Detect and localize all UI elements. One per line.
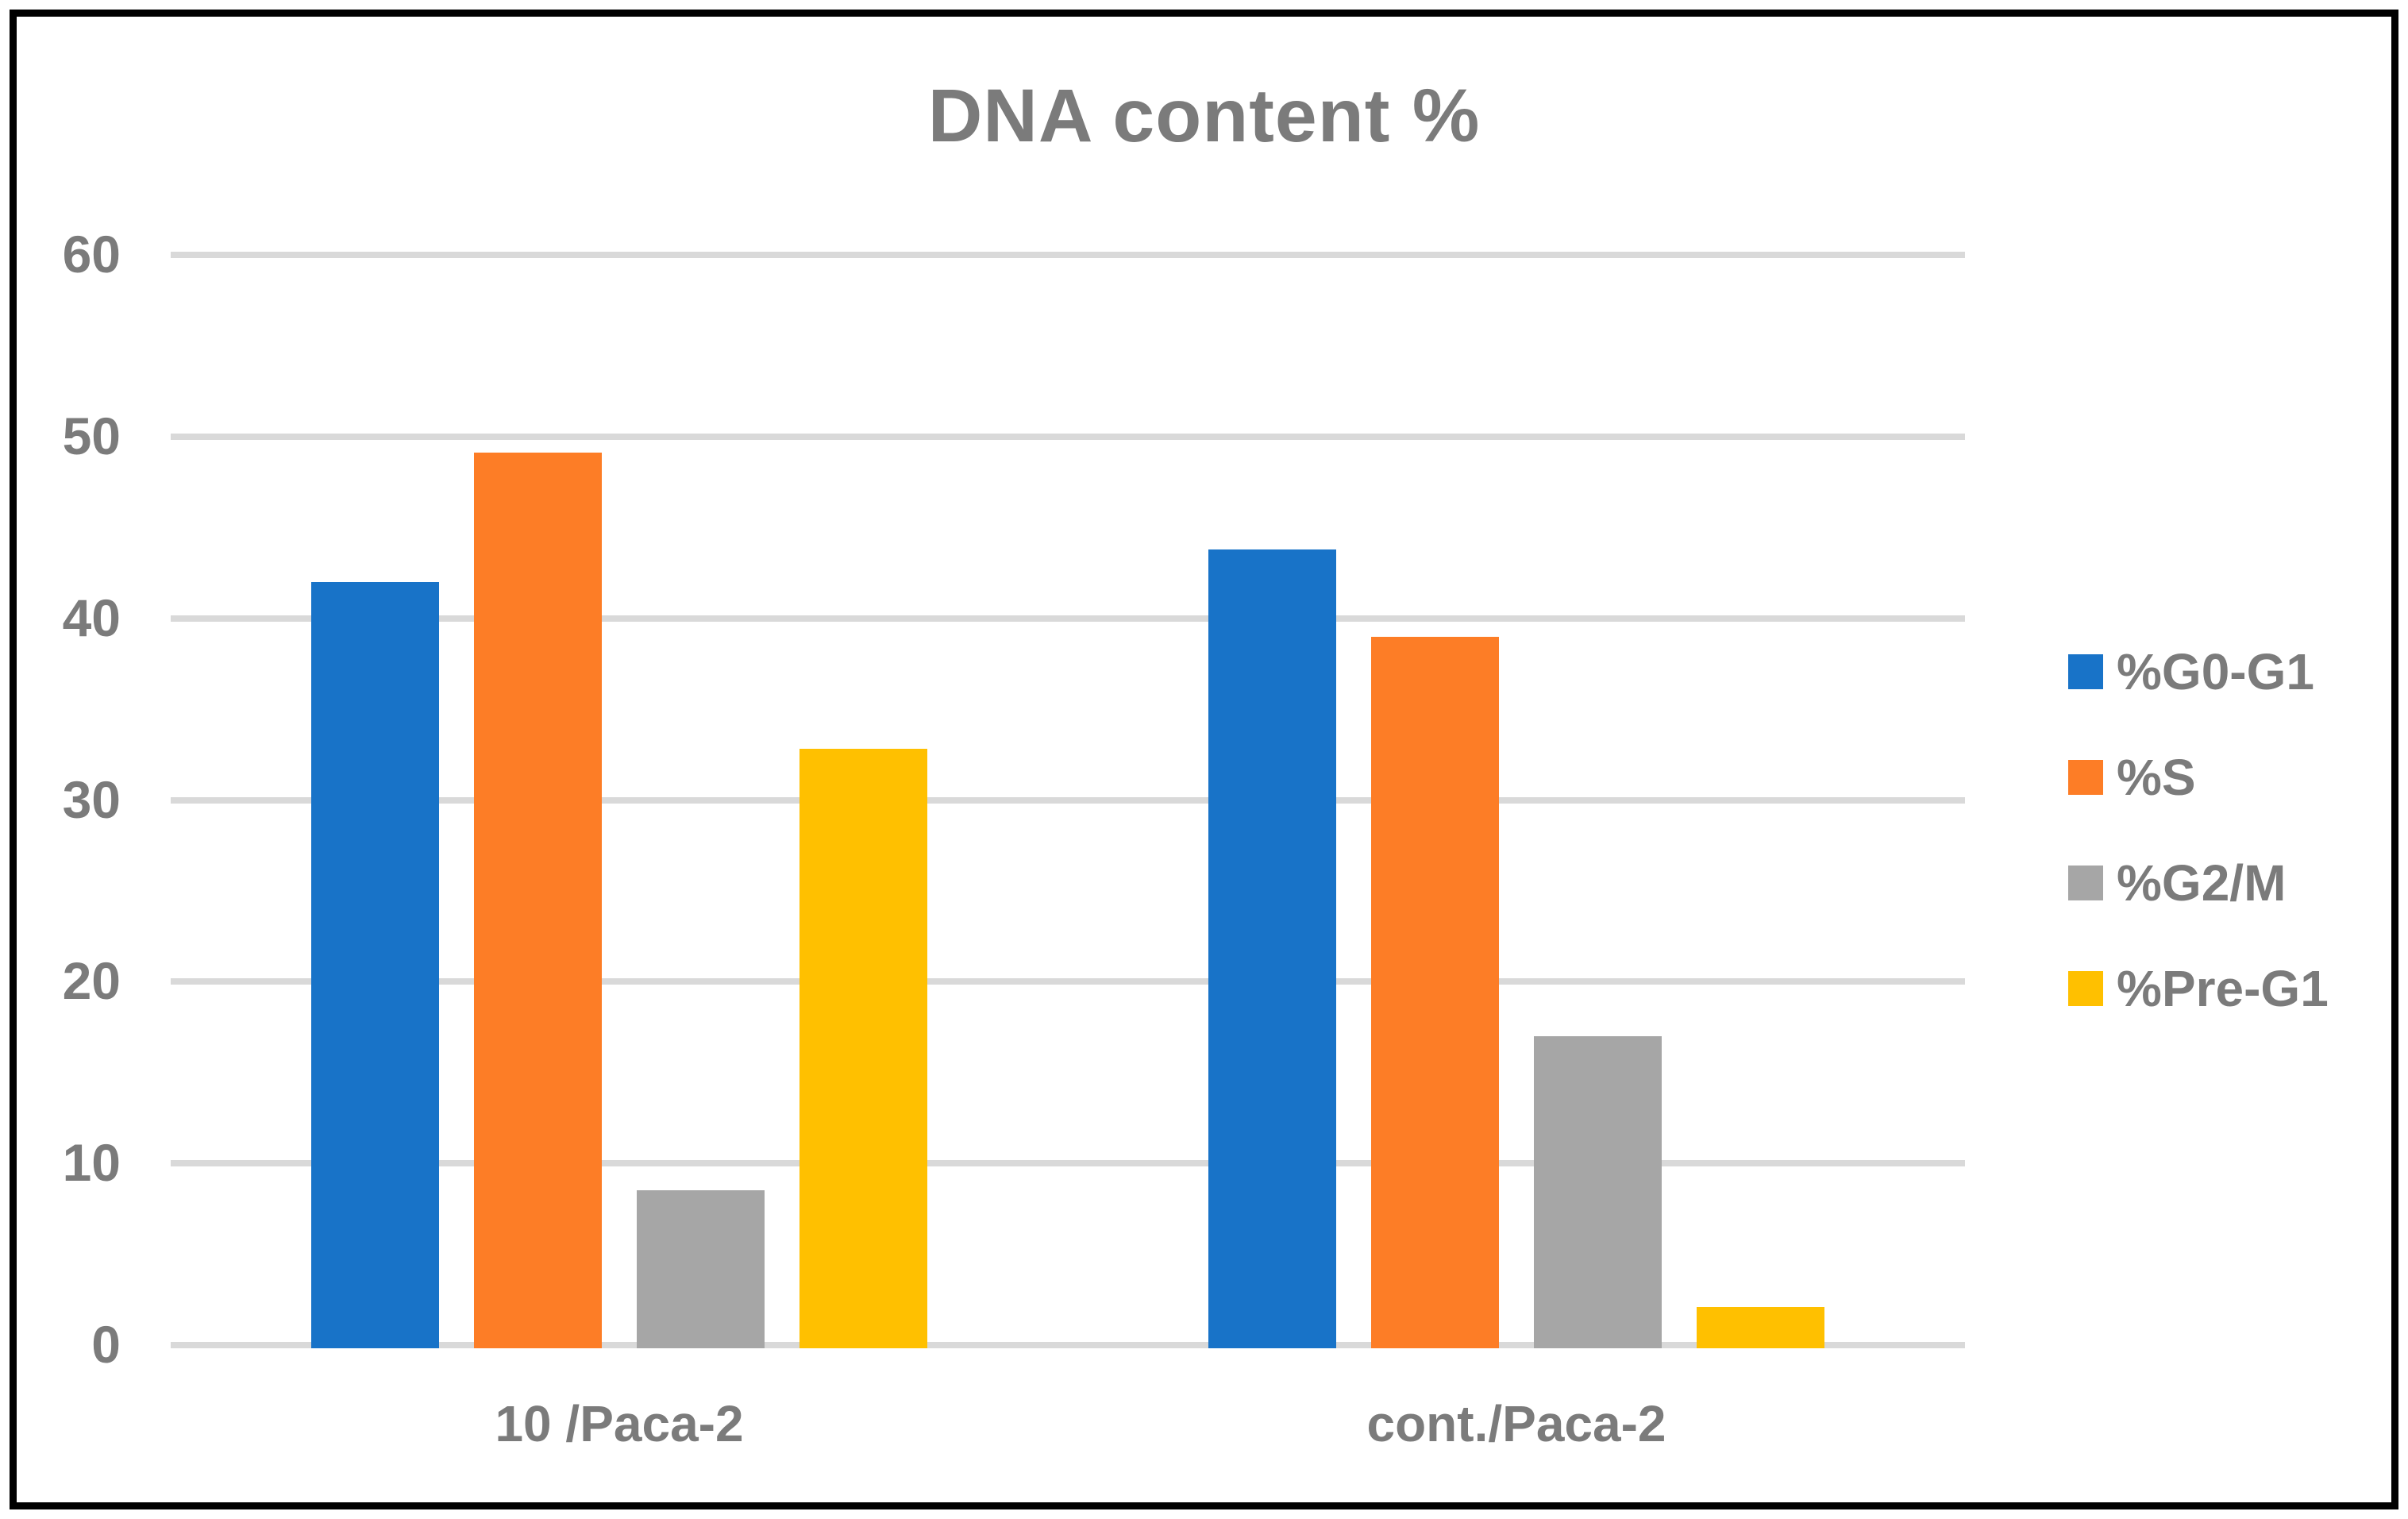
x-category-label-1: 10 /Paca-2: [495, 1395, 744, 1452]
gridline-y-30: [171, 796, 1965, 804]
legend-item-g0g1: %G0-G1: [2068, 646, 2314, 697]
bar-s-cat1: [474, 453, 602, 1348]
legend-label: %G0-G1: [2117, 643, 2314, 700]
bar-g0g1-cat1: [311, 581, 439, 1348]
x-category-label-2: cont./Paca-2: [1366, 1395, 1666, 1452]
legend-label: %S: [2117, 749, 2196, 806]
gridline-y-50: [171, 433, 1965, 440]
gridline-y-0: [171, 1342, 1965, 1348]
y-tick-label-50: 50: [62, 406, 121, 465]
gridline-y-40: [171, 615, 1965, 622]
legend-swatch-icon: [2068, 971, 2103, 1006]
bar-g0g1-cat2: [1208, 549, 1336, 1348]
legend-swatch-icon: [2068, 866, 2103, 900]
y-tick-label-30: 30: [62, 769, 121, 829]
y-tick-label-60: 60: [62, 225, 121, 283]
gridline-y-20: [171, 978, 1965, 985]
bar-g2m-cat1: [637, 1190, 765, 1348]
legend-item-s: %S: [2068, 752, 2196, 803]
legend-swatch-icon: [2068, 760, 2103, 795]
bar-s-cat2: [1371, 636, 1499, 1348]
legend-item-preg1: %Pre-G1: [2068, 963, 2329, 1014]
legend-label: %G2/M: [2117, 854, 2287, 912]
y-tick-label-0: 0: [91, 1315, 121, 1374]
gridline-y-60: [171, 252, 1965, 258]
bar-preg1-cat2: [1697, 1306, 1824, 1348]
gridline-y-10: [171, 1160, 1965, 1167]
legend-label: %Pre-G1: [2117, 960, 2329, 1017]
bar-preg1-cat1: [799, 749, 927, 1348]
bar-g2m-cat2: [1534, 1035, 1662, 1348]
y-tick-label-20: 20: [62, 951, 121, 1011]
y-tick-label-40: 40: [62, 588, 121, 647]
legend-item-g2m: %G2/M: [2068, 858, 2286, 908]
legend-swatch-icon: [2068, 654, 2103, 689]
chart-title: DNA content %: [927, 74, 1481, 158]
y-tick-label-10: 10: [62, 1133, 121, 1193]
